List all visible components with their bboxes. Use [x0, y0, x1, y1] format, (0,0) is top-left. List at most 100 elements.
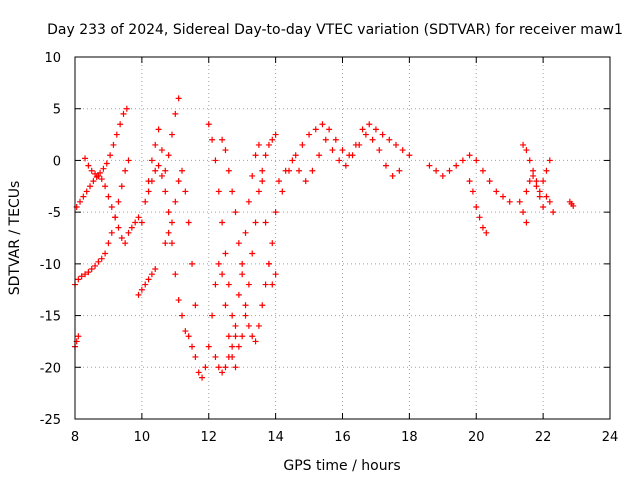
- data-point: [165, 209, 172, 216]
- y-tick-label: -25: [40, 413, 61, 428]
- data-point: [275, 178, 282, 185]
- x-axis-label: GPS time / hours: [283, 458, 400, 474]
- data-point: [135, 291, 142, 298]
- data-point: [118, 183, 125, 190]
- data-point: [115, 224, 122, 231]
- data-point: [306, 131, 313, 138]
- data-point: [108, 229, 115, 236]
- data-point: [540, 178, 547, 185]
- series-trace-4: [72, 333, 82, 350]
- data-point: [168, 131, 175, 138]
- data-point: [433, 167, 440, 174]
- data-point: [299, 141, 306, 148]
- data-point: [406, 152, 413, 159]
- data-point: [123, 105, 130, 112]
- data-point: [182, 188, 189, 195]
- data-point: [168, 219, 175, 226]
- data-point: [245, 322, 252, 329]
- data-point: [142, 198, 149, 205]
- data-point: [466, 152, 473, 159]
- series-trace-7: [145, 162, 206, 381]
- data-point: [439, 172, 446, 179]
- data-point: [523, 219, 530, 226]
- data-point: [152, 167, 159, 174]
- data-point: [506, 198, 513, 205]
- y-tick-label: 0: [53, 154, 61, 169]
- data-point: [252, 219, 259, 226]
- data-point: [225, 353, 232, 360]
- data-point: [225, 167, 232, 174]
- chart-title: Day 233 of 2024, Sidereal Day-to-day VTE…: [47, 22, 623, 38]
- data-point: [259, 167, 266, 174]
- data-point: [105, 240, 112, 247]
- data-point: [339, 147, 346, 154]
- data-point: [92, 262, 99, 269]
- data-point: [389, 172, 396, 179]
- data-point: [265, 260, 272, 267]
- data-point: [209, 312, 216, 319]
- data-point: [262, 281, 269, 288]
- data-point: [82, 155, 89, 162]
- data-point: [122, 240, 129, 247]
- data-point: [466, 178, 473, 185]
- data-point: [192, 353, 199, 360]
- x-tick-label: 24: [602, 430, 619, 445]
- data-point: [399, 147, 406, 154]
- data-point: [100, 165, 107, 172]
- data-point: [543, 167, 550, 174]
- data-point: [296, 167, 303, 174]
- data-point: [349, 152, 356, 159]
- data-point: [219, 369, 226, 376]
- data-point: [469, 188, 476, 195]
- data-point: [172, 198, 179, 205]
- data-point: [77, 198, 84, 205]
- data-point: [269, 136, 276, 143]
- data-point: [102, 183, 109, 190]
- data-point: [516, 198, 523, 205]
- data-point: [85, 162, 92, 169]
- data-point: [117, 121, 124, 128]
- x-tick-label: 22: [535, 430, 552, 445]
- data-point: [332, 136, 339, 143]
- data-point: [138, 219, 145, 226]
- data-point: [152, 141, 159, 148]
- data-point: [379, 131, 386, 138]
- series-trace-12: [219, 136, 276, 345]
- data-point: [249, 250, 256, 257]
- data-point: [362, 131, 369, 138]
- data-point: [125, 157, 132, 164]
- data-point: [75, 333, 82, 340]
- data-point: [302, 178, 309, 185]
- data-point: [249, 333, 256, 340]
- data-point: [229, 343, 236, 350]
- data-point: [526, 157, 533, 164]
- data-point: [262, 152, 269, 159]
- series-trace-8: [162, 167, 199, 309]
- data-point: [83, 188, 90, 195]
- data-point: [259, 302, 266, 309]
- series-trace-16: [466, 178, 490, 236]
- data-point: [229, 188, 236, 195]
- data-point: [92, 170, 99, 177]
- data-point: [546, 198, 553, 205]
- y-axis-label: SDTVAR / TECUs: [7, 181, 23, 296]
- data-point: [219, 219, 226, 226]
- data-point: [550, 209, 557, 216]
- data-point: [476, 214, 483, 221]
- y-tick-label: -5: [48, 206, 61, 221]
- data-point: [369, 136, 376, 143]
- data-point: [205, 343, 212, 350]
- data-point: [546, 157, 553, 164]
- data-point: [393, 141, 399, 148]
- data-point: [128, 224, 135, 231]
- data-point: [122, 167, 129, 174]
- data-point: [199, 374, 206, 381]
- data-point: [235, 343, 242, 350]
- data-point: [113, 131, 120, 138]
- data-point: [520, 209, 527, 216]
- data-point: [125, 229, 132, 236]
- data-point: [212, 353, 219, 360]
- data-point: [162, 167, 169, 174]
- data-point: [98, 176, 105, 183]
